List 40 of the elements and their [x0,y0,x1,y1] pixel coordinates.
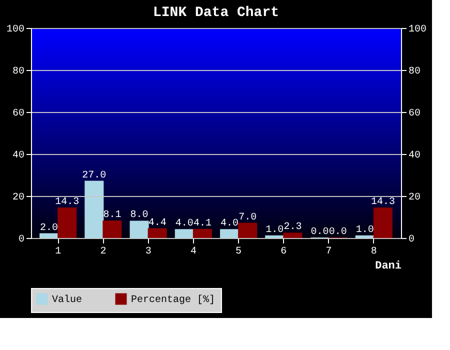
x-tick-label: 5 [236,246,242,258]
data-label: 8.0 [130,210,148,222]
y-tick-label: 80 [12,66,24,78]
data-label: 4.1 [193,218,212,230]
data-label: 1.0 [356,224,374,236]
data-label: 4.0 [175,218,194,230]
y-tick-label: 60 [12,108,24,120]
legend-label: Value [52,294,82,306]
y-tick-label: 100 [6,24,24,36]
data-label: 4.0 [220,218,239,230]
data-label: 0.0 [328,227,347,238]
y2-tick-label: 0 [408,234,415,246]
data-label: 2.0 [40,222,58,234]
data-label: 27.0 [82,170,106,182]
y2-tick-label: 80 [408,66,421,78]
x-tick-label: 4 [190,246,196,258]
x-tick-label: 3 [145,246,152,258]
data-label: 2.3 [284,222,302,234]
data-label: 0.0 [310,227,329,238]
y2-tick-label: 20 [408,192,421,204]
data-label: 8.1 [103,210,122,221]
y-tick-label: 20 [12,192,24,204]
legend-label: Percentage [%] [131,294,216,306]
x-tick-label: 1 [55,246,62,258]
data-label: 4.4 [148,218,166,229]
data-label: 7.0 [238,212,257,224]
y-tick-label: 40 [12,150,24,162]
x-axis-title: Dani [375,260,402,272]
chart-title: LINK Data Chart [152,5,280,21]
x-tick-label: 6 [280,246,287,258]
data-label: 14.3 [370,196,395,208]
x-tick-label: 8 [370,246,377,258]
data-label: 14.3 [55,196,80,208]
x-tick-label: 2 [100,246,106,258]
data-label: 1.0 [266,224,284,236]
y-tick-label: 0 [18,234,24,246]
y2-tick-label: 100 [408,24,427,36]
x-tick-label: 7 [326,246,332,258]
y2-tick-label: 40 [408,150,421,162]
y2-tick-label: 60 [408,108,421,120]
